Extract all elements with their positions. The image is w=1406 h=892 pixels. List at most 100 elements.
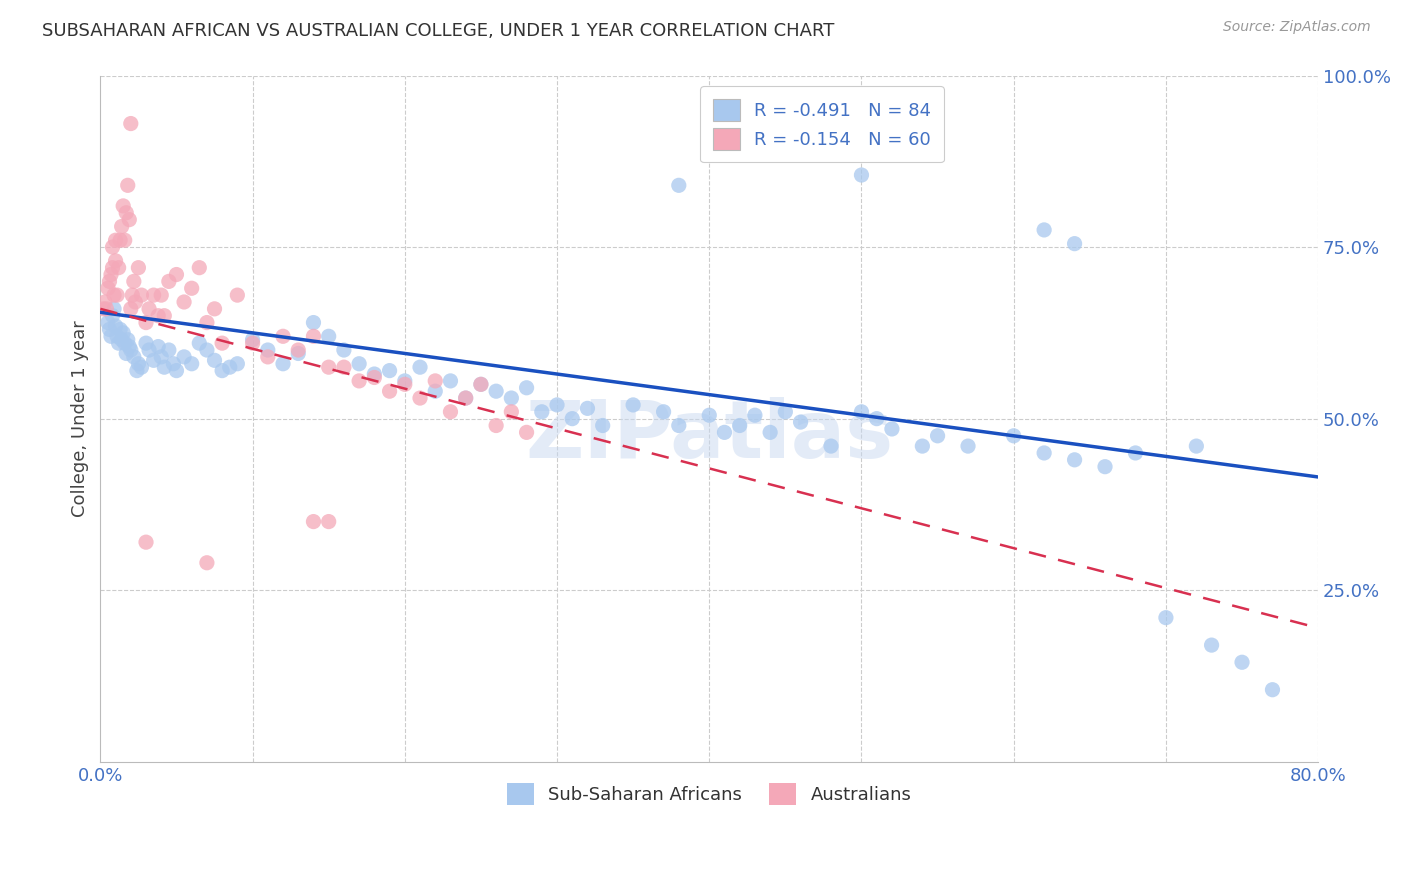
Point	[125, 363, 148, 377]
Point	[108, 233, 131, 247]
Point	[744, 408, 766, 422]
Point	[501, 391, 523, 405]
Point	[204, 301, 226, 316]
Point	[103, 288, 125, 302]
Point	[347, 374, 370, 388]
Point	[956, 439, 979, 453]
Point	[153, 360, 176, 375]
Point	[302, 515, 325, 529]
Point	[195, 316, 218, 330]
Point	[425, 384, 447, 399]
Point	[409, 391, 432, 405]
Point	[121, 288, 143, 302]
Point	[218, 360, 240, 375]
Point	[454, 391, 477, 405]
Point	[105, 329, 128, 343]
Point	[100, 268, 122, 282]
Point	[1033, 223, 1056, 237]
Point	[1063, 452, 1085, 467]
Point	[135, 336, 157, 351]
Point	[142, 288, 165, 302]
Point	[318, 329, 340, 343]
Point	[363, 370, 385, 384]
Point	[138, 301, 160, 316]
Point	[97, 316, 120, 330]
Point	[789, 415, 811, 429]
Point	[120, 117, 142, 131]
Point	[117, 178, 139, 193]
Point	[652, 405, 675, 419]
Point	[150, 350, 173, 364]
Point	[697, 408, 720, 422]
Point	[96, 301, 118, 316]
Point	[211, 336, 233, 351]
Point	[153, 309, 176, 323]
Point	[242, 336, 264, 351]
Point	[271, 329, 294, 343]
Point	[101, 309, 124, 323]
Point	[122, 350, 145, 364]
Point	[127, 357, 149, 371]
Point	[1261, 682, 1284, 697]
Point	[1154, 610, 1177, 624]
Point	[363, 367, 385, 381]
Point	[485, 384, 508, 399]
Text: Source: ZipAtlas.com: Source: ZipAtlas.com	[1223, 20, 1371, 34]
Point	[1125, 446, 1147, 460]
Point	[150, 288, 173, 302]
Point	[118, 340, 141, 354]
Point	[118, 212, 141, 227]
Point	[561, 411, 583, 425]
Point	[287, 346, 309, 360]
Legend: Sub-Saharan Africans, Australians: Sub-Saharan Africans, Australians	[498, 774, 921, 814]
Point	[104, 253, 127, 268]
Point	[271, 357, 294, 371]
Point	[148, 309, 170, 323]
Point	[394, 374, 416, 388]
Point	[226, 288, 249, 302]
Point	[759, 425, 782, 440]
Point	[93, 301, 115, 316]
Point	[394, 377, 416, 392]
Point	[728, 418, 751, 433]
Point	[1033, 446, 1056, 460]
Point	[162, 357, 184, 371]
Point	[157, 343, 180, 357]
Point	[135, 316, 157, 330]
Point	[516, 425, 538, 440]
Point	[115, 346, 138, 360]
Point	[124, 295, 146, 310]
Point	[713, 425, 735, 440]
Point	[157, 274, 180, 288]
Point	[204, 353, 226, 368]
Point	[927, 429, 949, 443]
Point	[173, 350, 195, 364]
Y-axis label: College, Under 1 year: College, Under 1 year	[72, 320, 89, 517]
Point	[104, 318, 127, 333]
Point	[173, 295, 195, 310]
Point	[668, 418, 690, 433]
Point	[333, 360, 356, 375]
Point	[1094, 459, 1116, 474]
Point	[409, 360, 432, 375]
Point	[302, 316, 325, 330]
Point	[1185, 439, 1208, 453]
Point	[195, 343, 218, 357]
Point	[138, 343, 160, 357]
Point	[120, 343, 142, 357]
Point	[851, 168, 873, 182]
Point	[1063, 236, 1085, 251]
Point	[439, 405, 461, 419]
Point	[211, 363, 233, 377]
Point	[112, 326, 135, 340]
Point	[256, 350, 278, 364]
Point	[621, 398, 644, 412]
Point	[592, 418, 614, 433]
Point	[105, 288, 128, 302]
Point	[166, 363, 188, 377]
Point	[104, 233, 127, 247]
Point	[101, 240, 124, 254]
Point	[1002, 429, 1025, 443]
Point	[108, 322, 131, 336]
Point	[880, 422, 903, 436]
